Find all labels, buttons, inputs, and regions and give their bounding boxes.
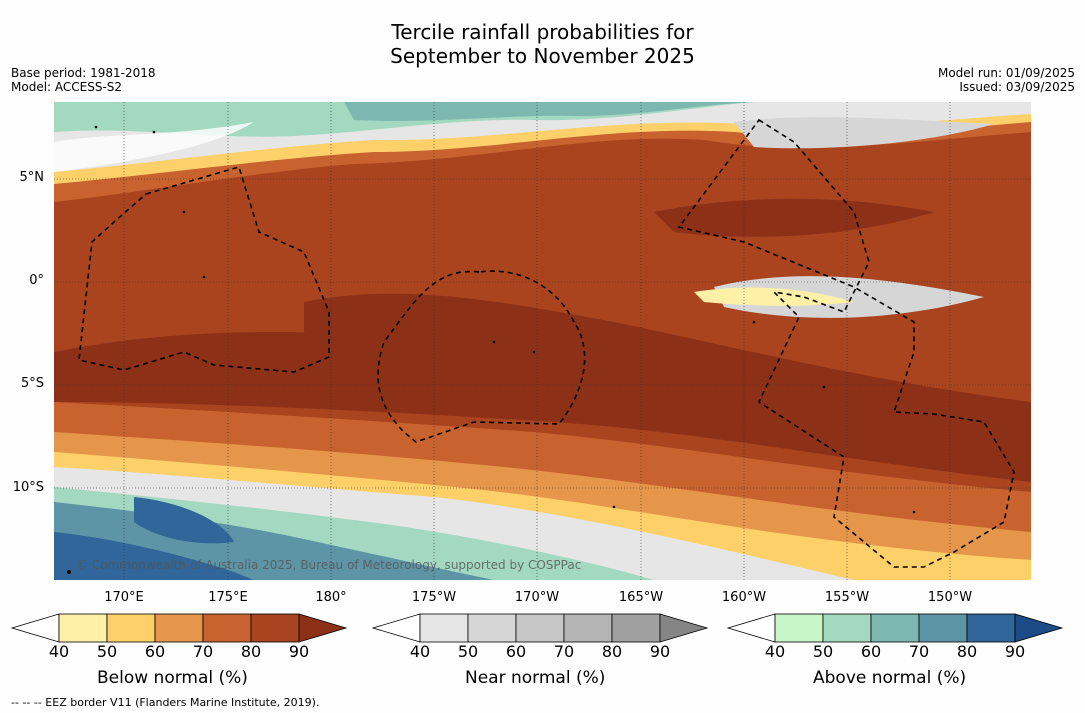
colorbar-tick-label: 80 [601, 642, 623, 661]
colorbar-tick-label: 90 [1004, 642, 1026, 661]
colorbar-segment [774, 613, 824, 643]
colorbar-arrow-high [1014, 613, 1064, 643]
colorbar-arrow-low [10, 613, 60, 643]
lat-label-10s: 10°S [12, 480, 44, 495]
base-period: Base period: 1981-2018 [11, 66, 156, 80]
colorbar-arrow-high [298, 613, 348, 643]
map-graphic [54, 102, 1031, 580]
meta-left: Base period: 1981-2018 Model: ACCESS-S2 [11, 66, 156, 94]
colorbar-segment [154, 613, 204, 643]
colorbar-near [371, 613, 709, 643]
lat-label-0: 0° [29, 273, 44, 288]
colorbar-segment [419, 613, 469, 643]
near-patch-east [714, 276, 984, 318]
colorbar-segment [515, 613, 565, 643]
colorbar-tick-label: 60 [144, 642, 166, 661]
near-patch-ne [734, 117, 994, 149]
graticule [54, 102, 1031, 580]
colorbar-tick-label: 40 [409, 642, 431, 661]
eez-legend-note: -- -- -- EEZ border V11 (Flanders Marine… [11, 696, 320, 709]
title-line-2: September to November 2025 [390, 44, 695, 68]
copyright-notice: © Commonwealth of Australia 2025, Bureau… [76, 558, 582, 572]
colorbar-segment [467, 613, 517, 643]
colorbar-segment [822, 613, 872, 643]
lon-label-170w: 170°W [514, 590, 560, 605]
colorbar-tick-label: 40 [48, 642, 70, 661]
colorbar-segment [106, 613, 156, 643]
issued-date: Issued: 03/09/2025 [959, 80, 1075, 94]
islands [67, 125, 916, 574]
colorbar-arrow-high [659, 613, 709, 643]
lon-label-160w: 160°W [721, 590, 767, 605]
band-above-north-2 [344, 102, 754, 121]
patch-above-sw [134, 497, 234, 544]
colorbar-tick-label: 60 [505, 642, 527, 661]
colorbar-segment [918, 613, 968, 643]
colorbar-segment [250, 613, 300, 643]
colorbar-tick-label: 80 [240, 642, 262, 661]
colorbar-tick-label: 70 [553, 642, 575, 661]
lon-label-165w: 165°W [618, 590, 664, 605]
colorbar-tick-label: 70 [192, 642, 214, 661]
white-patch-nw [54, 122, 254, 172]
model-name: Model: ACCESS-S2 [11, 80, 123, 94]
colorbar-tick-label: 90 [288, 642, 310, 661]
lon-label-155w: 155°W [824, 590, 870, 605]
colorbars [10, 613, 1064, 643]
map-title: Tercile rainfall probabilities for Septe… [0, 20, 1085, 68]
model-run: Model run: 01/09/2025 [937, 66, 1075, 80]
lat-label-5s: 5°S [20, 376, 44, 391]
colorbar-segment [563, 613, 613, 643]
band-above-south-3 [54, 532, 254, 580]
colorbar-tick-label: 60 [860, 642, 882, 661]
colorbar-below [10, 613, 348, 643]
colorbar-segment [611, 613, 661, 643]
colorbar-tick-label: 90 [649, 642, 671, 661]
colorbar-tick-label: 80 [956, 642, 978, 661]
colorbar-label-below: Below normal (%) [97, 668, 248, 688]
title-line-1: Tercile rainfall probabilities for [391, 20, 694, 44]
band-90-ne [654, 198, 934, 237]
lon-label-175e: 175°E [208, 590, 248, 605]
colorbar-above [726, 613, 1064, 643]
colorbar-label-above: Above normal (%) [813, 668, 967, 688]
colorbar-arrow-low [371, 613, 421, 643]
lon-label-175w: 175°W [411, 590, 457, 605]
eez-borders [78, 118, 1015, 568]
colorbar-segment [58, 613, 108, 643]
colorbar-tick-label: 40 [764, 642, 786, 661]
colorbar-label-near: Near normal (%) [465, 668, 606, 688]
colorbar-segment [966, 613, 1016, 643]
band-90-central [54, 332, 1031, 482]
colorbar-tick-label: 70 [908, 642, 930, 661]
band-90-upper [304, 293, 1031, 442]
colorbar-tick-label: 50 [96, 642, 118, 661]
colorbar-tick-label: 50 [812, 642, 834, 661]
meta-right: Model run: 01/09/2025 Issued: 03/09/2025 [938, 66, 1075, 94]
rainfall-probability-map: © Commonwealth of Australia 2025, Bureau… [54, 102, 1031, 580]
lat-label-5n: 5°N [19, 170, 45, 185]
colorbar-segment [870, 613, 920, 643]
colorbar-arrow-low [726, 613, 776, 643]
colorbar-tick-label: 50 [457, 642, 479, 661]
colorbar-segment [202, 613, 252, 643]
lon-label-150w: 150°W [927, 590, 973, 605]
lon-label-170e: 170°E [104, 590, 144, 605]
lon-label-180: 180° [315, 590, 347, 605]
